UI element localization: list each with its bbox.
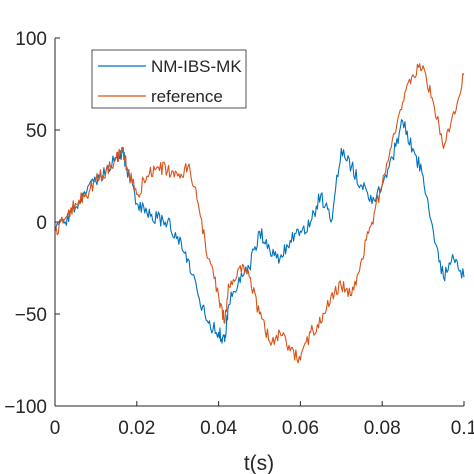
x-tick-label: 0.04 bbox=[200, 418, 237, 439]
legend-label-nm-ibs-mk: NM-IBS-MK bbox=[151, 57, 242, 76]
x-tick-label: 0.02 bbox=[118, 418, 155, 439]
x-tick-label: 0.06 bbox=[282, 418, 319, 439]
legend-label-reference: reference bbox=[151, 87, 223, 106]
y-tick-label: 50 bbox=[26, 121, 47, 142]
series-line-reference bbox=[54, 63, 465, 364]
x-axis-label: t(s) bbox=[244, 452, 274, 474]
legend: NM-IBS-MK reference bbox=[91, 49, 247, 109]
series-line-nm-ibs-mk bbox=[54, 119, 465, 344]
y-tick-label: 0 bbox=[36, 213, 47, 234]
y-tick-label: −100 bbox=[4, 397, 47, 418]
x-tick-label: 0 bbox=[50, 418, 61, 439]
y-tick-label: 100 bbox=[15, 29, 47, 50]
series-layer bbox=[54, 63, 465, 364]
x-tick-label: 0.1 bbox=[451, 418, 474, 439]
x-tick-label: 0.08 bbox=[364, 418, 401, 439]
ticks: 0 0.02 0.04 0.06 0.08 0.1 100 50 0 −50 −100 bbox=[4, 29, 474, 439]
legend-box bbox=[91, 49, 247, 109]
y-tick-label: −50 bbox=[15, 305, 47, 326]
